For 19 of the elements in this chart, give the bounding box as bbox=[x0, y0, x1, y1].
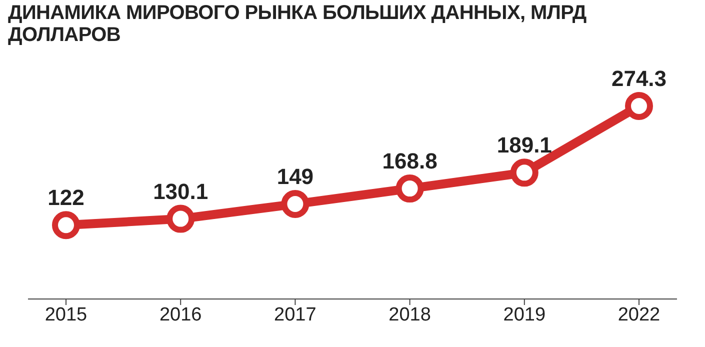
data-label: 130.1 bbox=[153, 178, 208, 204]
data-label: 168.8 bbox=[382, 148, 438, 174]
data-label: 274.3 bbox=[611, 66, 667, 92]
point bbox=[166, 204, 195, 233]
x-tick-label: 2016 bbox=[159, 304, 202, 326]
data-label: 189.1 bbox=[496, 132, 552, 158]
x-tick-label: 2019 bbox=[503, 304, 546, 326]
point bbox=[396, 174, 424, 203]
x-tick-label: 2022 bbox=[618, 304, 660, 326]
x-tick-label: 2018 bbox=[388, 304, 431, 326]
point bbox=[281, 190, 310, 218]
x-tick-label: 2017 bbox=[274, 304, 316, 326]
data-label: 122 bbox=[48, 185, 84, 210]
point bbox=[510, 158, 538, 187]
data-label: 149 bbox=[276, 164, 314, 190]
point bbox=[625, 92, 653, 120]
point bbox=[52, 211, 80, 240]
x-tick-label: 2015 bbox=[44, 304, 88, 326]
chart-title: ДИНАМИКА МИРОВОГО РЫНКА БОЛЬШИХ ДАННЫХ, МЛРД ДОЛЛАРОВ bbox=[8, 2, 588, 46]
